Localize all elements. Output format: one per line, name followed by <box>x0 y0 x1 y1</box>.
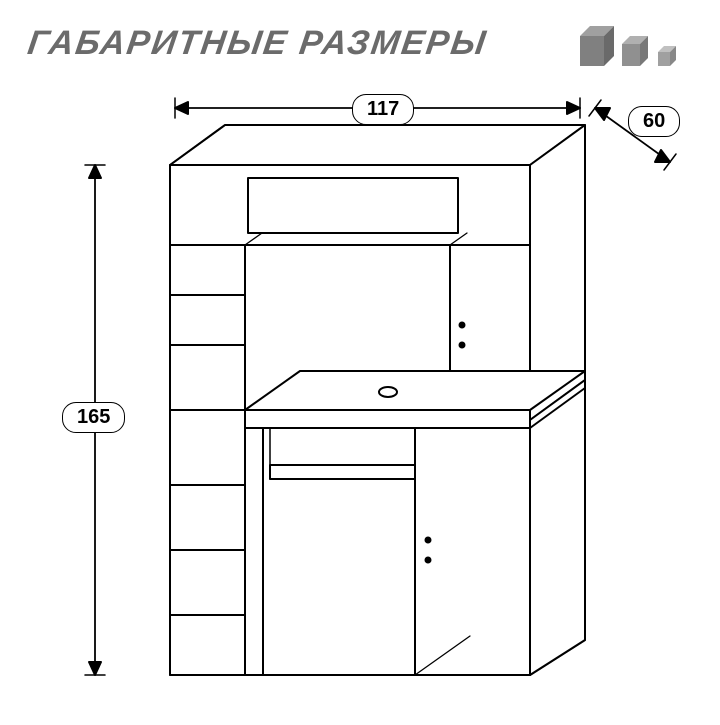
technical-diagram: 117 60 165 <box>0 70 720 720</box>
cubes-icon <box>572 18 692 68</box>
furniture-drawing <box>0 70 720 720</box>
dimension-depth-label: 60 <box>628 106 680 137</box>
page-title: ГАБАРИТНЫЕ РАЗМЕРЫ <box>25 24 489 63</box>
dimension-height-label: 165 <box>62 402 125 433</box>
dimension-width-label: 117 <box>352 94 414 125</box>
header: ГАБАРИТНЫЕ РАЗМЕРЫ <box>28 18 692 68</box>
